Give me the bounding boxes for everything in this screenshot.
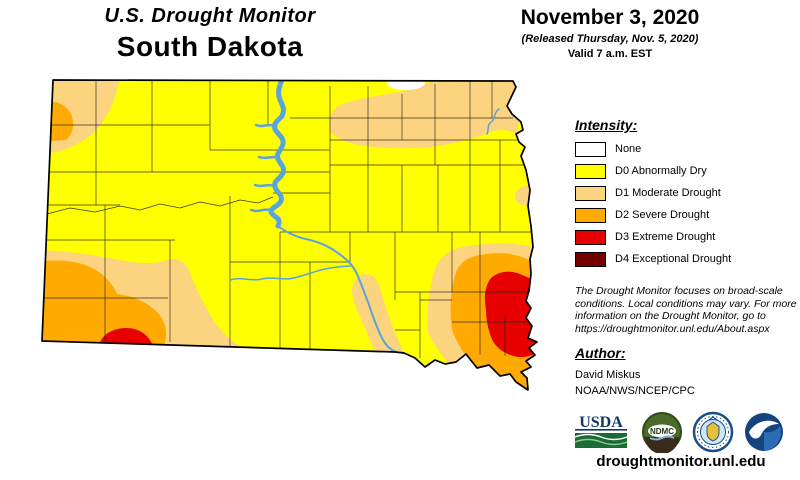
date-block: November 3, 2020 (Released Thursday, Nov… [478,6,742,60]
usda-logo: USDA [574,414,628,448]
author-name: David Miskus [575,369,641,381]
title-block: U.S. Drought Monitor South Dakota [40,5,380,63]
release-note: (Released Thursday, Nov. 5, 2020) [521,33,699,45]
svg-text:USDA: USDA [579,414,623,431]
state-title: South Dakota [116,31,304,62]
logo-row: USDA NDMC [570,411,785,453]
author-block: Author: David Miskus NOAA/NWS/NCEP/CPC [575,345,695,397]
missouri-river [229,80,500,353]
commerce-logo [692,411,734,453]
footer-url: droughtmonitor.unl.edu [596,453,766,470]
noaa-logo [745,413,783,451]
legend-swatch-d0 [575,164,606,179]
legend-item-d4: D4 Exceptional Drought [575,252,731,267]
lake-oahe [268,80,286,229]
legend-swatch-d4 [575,252,606,267]
ndmc-logo: NDMC [642,412,682,453]
legend-item-none: None [575,142,731,157]
author-org: NOAA/NWS/NCEP/CPC [575,385,695,397]
county-lines [42,80,533,358]
legend-swatch-none [575,142,606,157]
legend-swatch-d2 [575,208,606,223]
legend-label: D2 Severe Drought [615,209,710,221]
valid-time: Valid 7 a.m. EST [567,48,653,60]
legend-label: D3 Extreme Drought [615,231,716,243]
legend-heading: Intensity: [575,117,638,133]
legend-label: D4 Exceptional Drought [615,253,732,265]
none-region [387,80,425,90]
author-heading: Author: [575,345,626,361]
legend-swatch-d1 [575,186,606,201]
legend: Intensity: None D0 Abnormally Dry D1 Mod… [575,117,731,274]
big-stone-river [486,108,500,135]
svg-text:NDMC: NDMC [650,427,674,436]
report-title: U.S. Drought Monitor [104,5,316,27]
state-outline [41,79,538,391]
white-river [229,265,351,281]
legend-label: None [615,143,642,155]
legend-swatch-d3 [575,230,606,245]
legend-item-d2: D2 Severe Drought [575,208,731,223]
map-date: November 3, 2020 [520,6,700,29]
legend-item-d0: D0 Abnormally Dry [575,164,731,179]
legend-item-d3: D3 Extreme Drought [575,230,731,245]
legend-label: D0 Abnormally Dry [615,165,707,177]
disclaimer-text: The Drought Monitor focuses on broad-sca… [575,285,797,335]
legend-item-d1: D1 Moderate Drought [575,186,731,201]
legend-label: D1 Moderate Drought [615,187,721,199]
